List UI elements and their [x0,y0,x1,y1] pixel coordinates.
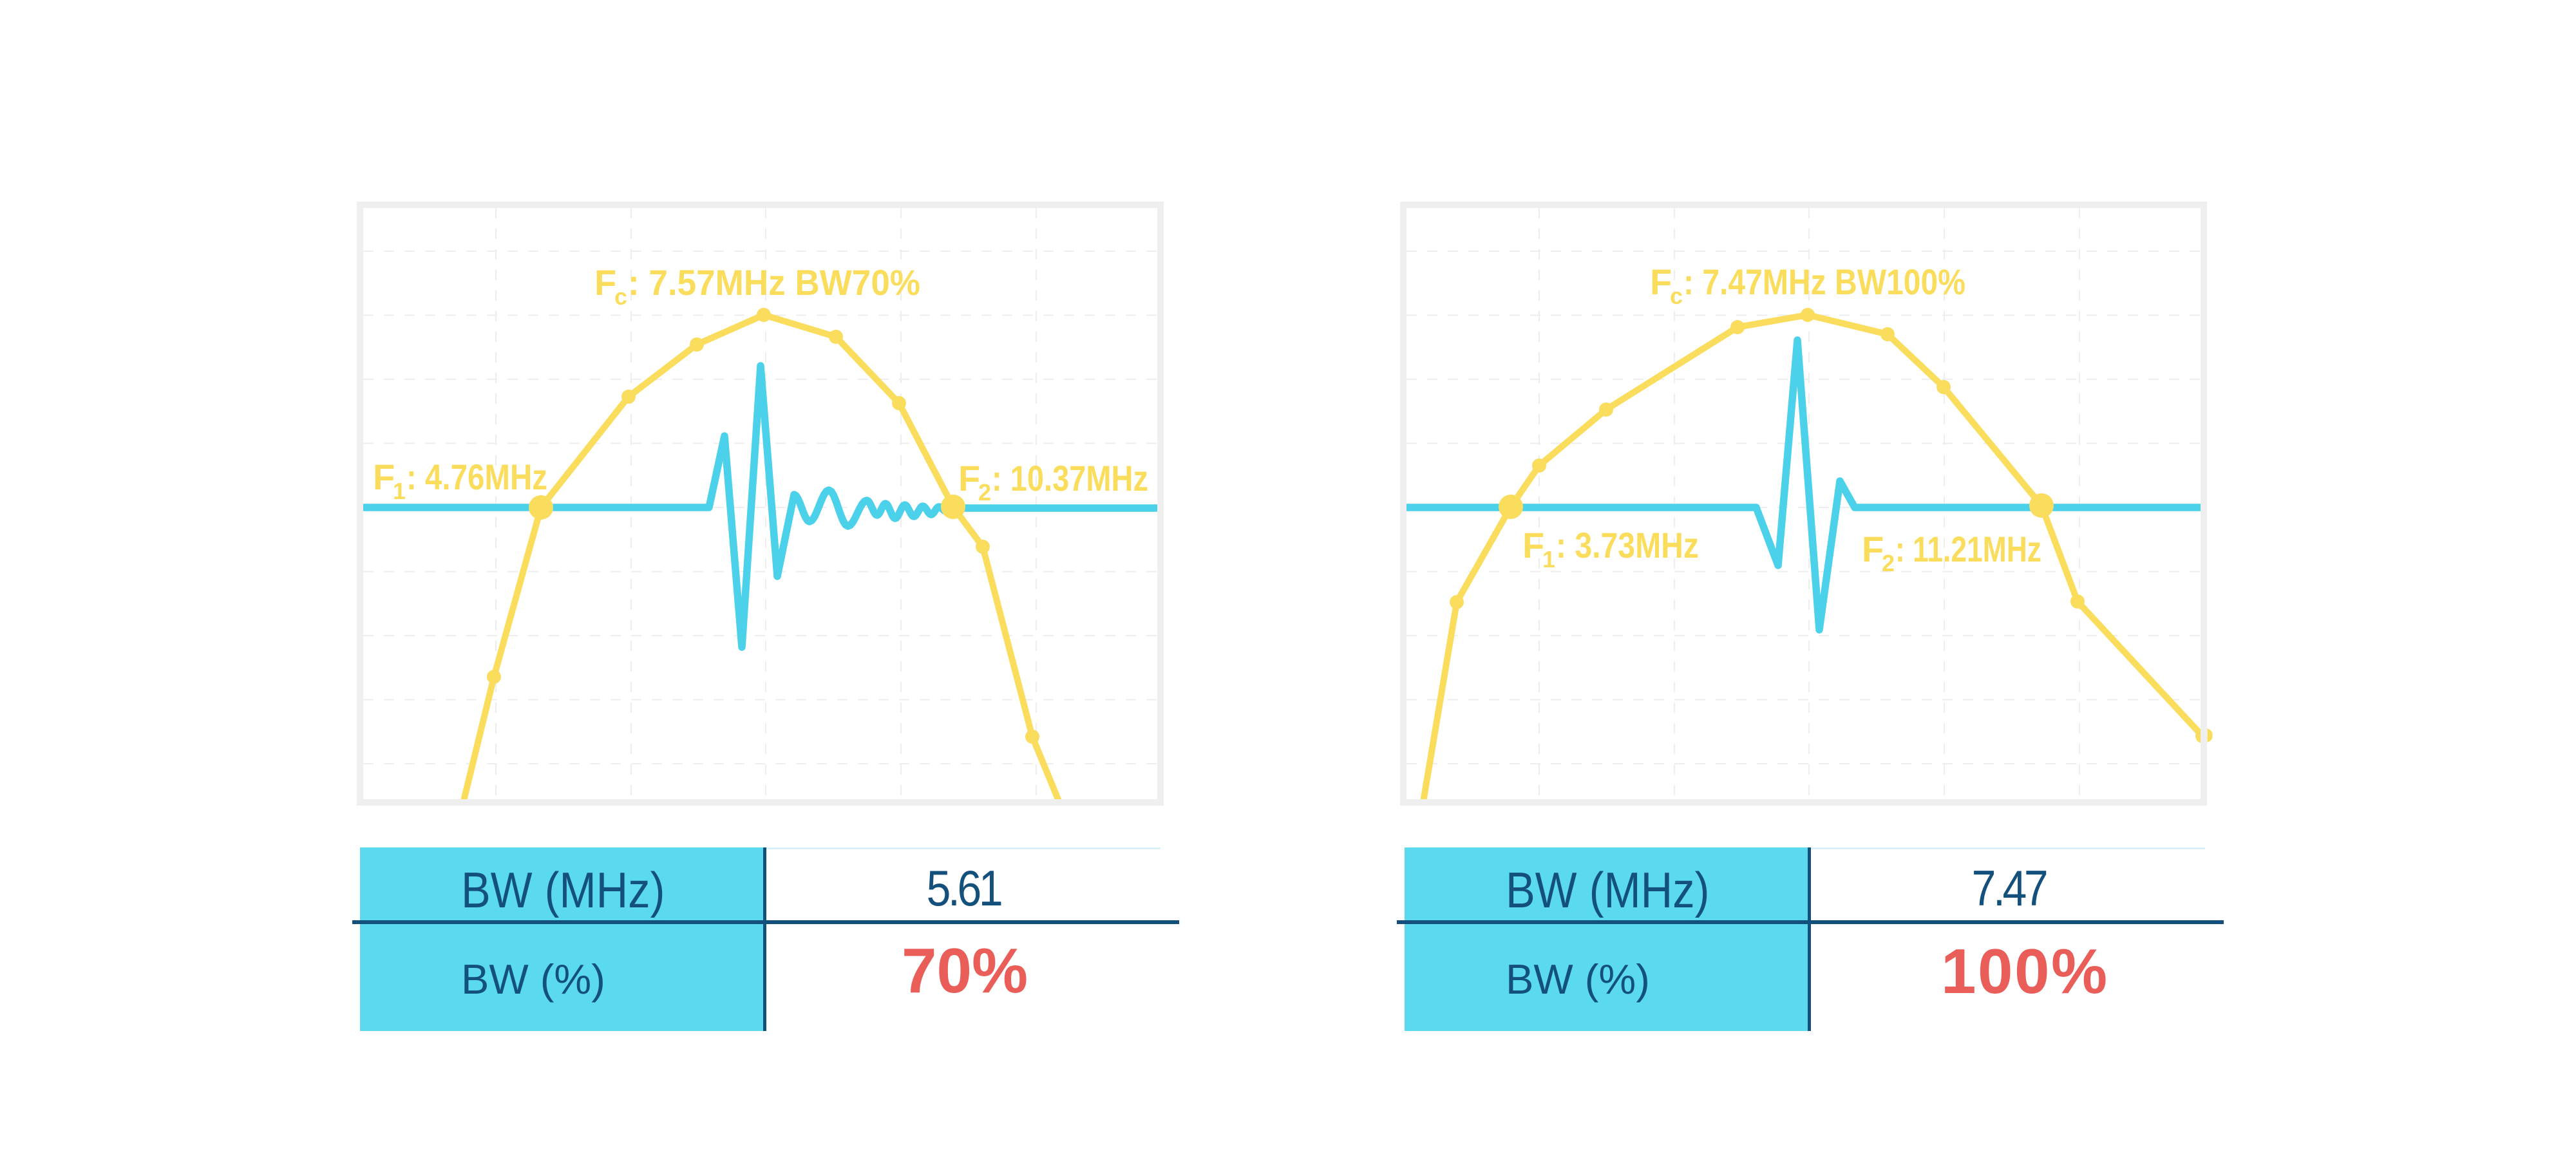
svg-text:F: F [1522,525,1544,565]
svg-text:: 3.73MHz: : 3.73MHz [1556,525,1699,565]
svg-text:F: F [958,458,980,498]
svg-text:F: F [1862,529,1884,569]
svg-text:: 10.37MHz: : 10.37MHz [992,458,1148,498]
svg-text:: 11.21MHz: : 11.21MHz [1895,529,2041,569]
svg-text:: 7.57MHz BW70%: : 7.57MHz BW70% [628,262,920,303]
svg-text:c: c [1670,283,1683,309]
svg-text:2: 2 [978,479,991,506]
svg-text:1: 1 [1542,546,1555,572]
svg-text:: 4.76MHz: : 4.76MHz [406,457,547,497]
svg-text:c: c [614,283,627,310]
svg-text:F: F [594,262,616,303]
svg-text:2: 2 [1882,550,1895,576]
svg-text:1: 1 [393,478,406,504]
svg-text:: 7.47MHz BW100%: : 7.47MHz BW100% [1683,261,1965,302]
svg-text:F: F [1650,261,1672,302]
svg-text:F: F [373,457,395,497]
